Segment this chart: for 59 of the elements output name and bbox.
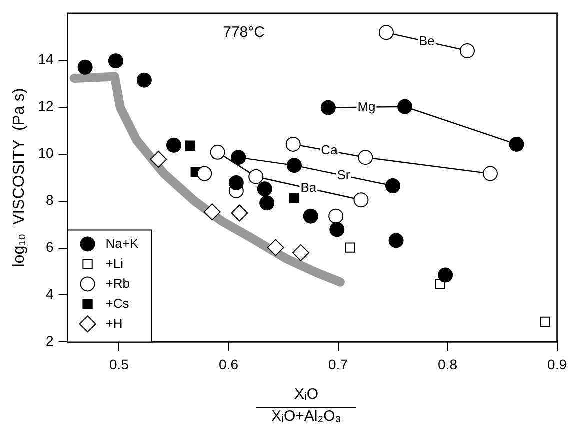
- legend-label: +H: [106, 316, 123, 331]
- y-tick-label: 4: [46, 286, 54, 302]
- series-label: Sr: [337, 167, 351, 182]
- point: [108, 54, 124, 69]
- y-tick-label: 6: [46, 239, 54, 256]
- point: [204, 204, 221, 221]
- x-tick-label: 0.9: [548, 356, 568, 372]
- point: [320, 100, 336, 116]
- y-tick-label: 14: [38, 51, 54, 68]
- point: [166, 138, 182, 153]
- point: [330, 222, 345, 238]
- x-tick-label: 0.7: [328, 356, 348, 372]
- y-tick-label: 8: [46, 192, 54, 208]
- point: [185, 140, 196, 151]
- point: [260, 196, 275, 211]
- legend-label: +Rb: [106, 276, 130, 291]
- point: [354, 192, 369, 208]
- point: [388, 233, 404, 248]
- point: [509, 136, 524, 152]
- legend-label: +Li: [106, 256, 124, 271]
- y-axis-title: log₁₀ VISCOSITY (Pa s): [11, 88, 28, 268]
- point: [386, 178, 401, 194]
- series-label: Ba: [300, 180, 318, 196]
- point: [267, 239, 284, 256]
- point: [197, 166, 212, 182]
- point: [248, 169, 264, 184]
- point: [286, 158, 302, 174]
- point: [345, 242, 356, 253]
- x-tick-label: 0.8: [438, 356, 458, 372]
- x-tick-label: 0.5: [110, 356, 130, 372]
- point: [358, 150, 374, 166]
- point: [289, 193, 300, 204]
- point: [398, 99, 413, 114]
- point: [438, 268, 454, 283]
- point: [286, 136, 301, 152]
- point: [482, 166, 498, 182]
- point: [78, 60, 93, 75]
- series-label: Ca: [321, 142, 339, 158]
- point: [231, 150, 246, 166]
- x-axis-title: XᵢO XᵢO+Al₂O₃: [272, 385, 342, 427]
- x-tick-label: 0.6: [219, 356, 239, 372]
- point: [460, 43, 475, 58]
- point: [378, 25, 394, 40]
- y-tick-label: 2: [46, 333, 54, 350]
- point: [228, 175, 244, 190]
- point: [210, 144, 226, 160]
- annotation: 778°C: [223, 24, 266, 42]
- point: [540, 316, 550, 328]
- y-tick-label: 10: [38, 145, 54, 162]
- point: [328, 208, 344, 224]
- series-label: Be: [419, 33, 435, 48]
- point: [150, 150, 168, 168]
- legend-label: +Cs: [106, 296, 130, 311]
- legend-label: Na+K: [106, 236, 139, 251]
- point: [136, 72, 152, 88]
- point: [257, 182, 272, 197]
- y-tick-label: 12: [38, 98, 54, 114]
- point: [303, 208, 318, 224]
- series-label: Mg: [358, 98, 376, 114]
